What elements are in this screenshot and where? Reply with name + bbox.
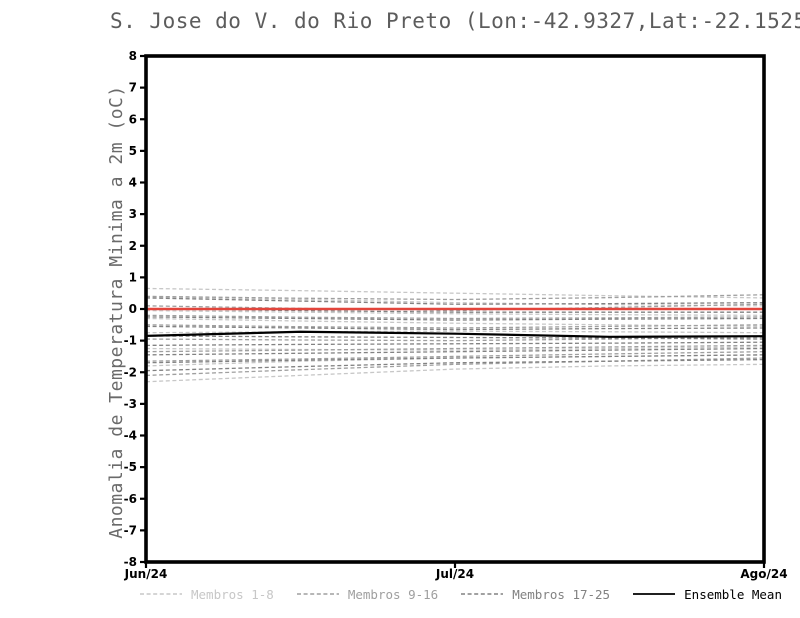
member-line [145,358,765,372]
x-tick-label: Jul/24 [435,567,474,581]
legend-label: Membros 17-25 [512,586,611,602]
member-line [145,294,765,301]
legend-label: Membros 9-16 [347,586,439,602]
member-line [145,325,765,331]
member-line [145,347,765,356]
y-tick-label: 7 [129,81,137,95]
legend-item: Ensemble Mean [633,587,782,602]
y-tick-label: -6 [124,492,137,506]
member-line [145,363,765,383]
member-line [145,303,765,312]
legend-item: Membros 9-16 [296,586,439,602]
y-tick-label: 0 [129,302,137,316]
y-tick-label: 4 [129,176,137,190]
x-tick-label: Ago/24 [740,567,787,581]
member-line [145,309,765,316]
y-tick-label: 3 [129,207,137,221]
member-line [145,341,765,347]
y-tick-label: -7 [124,523,137,537]
y-tick-label: 5 [129,144,137,158]
member-line [145,335,765,340]
legend-item: Membros 17-25 [461,587,610,602]
legend-label: Membros 1-8 [191,586,274,602]
y-tick-label: -1 [124,334,137,348]
member-line [145,330,765,334]
member-line [145,296,765,307]
dashed-line-sample [140,593,182,595]
member-line [145,314,765,320]
dashed-line-sample [296,593,339,595]
x-tick-label: Jun/24 [124,567,168,581]
y-tick-label: 8 [129,49,137,63]
dashed-line-sample [461,593,504,595]
legend-item: Membros 1-8 [140,587,274,602]
y-tick-label: -2 [124,365,137,379]
y-tick-label: 1 [129,270,137,284]
member-line [145,308,764,313]
y-tick-label: -4 [124,429,137,443]
member-line [145,344,765,353]
chart-title: S. Jose do V. do Rio Preto (Lon:-42.9327… [110,9,800,33]
y-tick-label: -8 [124,555,137,569]
legend-label: Ensemble Mean [684,586,782,602]
y-tick-label: -3 [124,397,137,411]
y-tick-label: -5 [124,460,137,474]
y-tick-label: 2 [129,239,137,253]
solid-line-sample [633,593,676,595]
y-tick-label: 6 [129,112,137,126]
member-line [145,297,765,305]
member-line [145,316,765,321]
member-line [145,354,765,364]
member-line [145,351,765,362]
member-line [145,346,765,351]
member-line [145,324,765,329]
ensemble-mean-line [145,330,765,338]
chart-legend: Membros 1-8 Membros 9-16 Membros 17-25 Ense… [140,585,782,603]
